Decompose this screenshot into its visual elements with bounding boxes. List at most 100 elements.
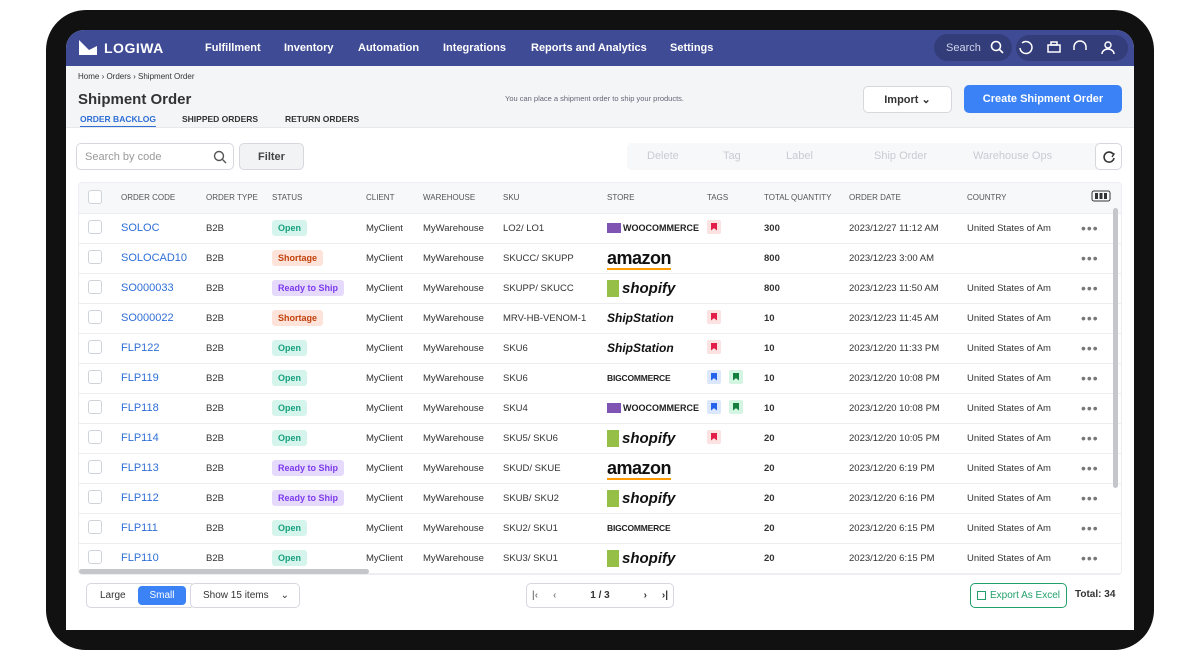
column-settings[interactable] <box>1091 190 1111 202</box>
order-code[interactable]: SOLOCAD10 <box>121 252 188 264</box>
code-search[interactable]: Search by code <box>76 143 234 170</box>
checkbox[interactable] <box>88 249 102 264</box>
checkbox[interactable] <box>88 219 102 234</box>
table-row[interactable]: FLP113 B2B Ready to Ship MyClient MyWarehous… <box>79 453 1121 484</box>
filter-button[interactable]: Filter <box>239 143 304 170</box>
checkbox[interactable] <box>88 459 102 474</box>
order-code[interactable]: FLP111 <box>121 522 158 534</box>
row-menu[interactable]: ••• <box>1081 520 1099 536</box>
row-menu[interactable]: ••• <box>1081 400 1099 416</box>
cell: SKU6 <box>503 363 607 394</box>
crumb[interactable]: Orders <box>106 72 131 81</box>
table-row[interactable]: FLP122 B2B Open MyClient MyWarehouse SKU6 Ship… <box>79 333 1121 364</box>
pager-next[interactable]: › <box>643 590 647 601</box>
row-menu[interactable]: ••• <box>1081 490 1099 506</box>
cell: MyClient <box>366 273 423 304</box>
filter-label: Filter <box>258 150 285 163</box>
cell: amazon <box>607 453 707 484</box>
checkbox[interactable] <box>88 189 102 204</box>
checkbox[interactable] <box>88 309 102 324</box>
row-menu[interactable]: ••• <box>1081 310 1099 326</box>
pager-prev[interactable]: ‹ <box>553 590 557 601</box>
import-button[interactable]: Import ⌄ <box>863 86 952 113</box>
order-code[interactable]: FLP114 <box>121 432 159 444</box>
tab[interactable]: RETURN ORDERS <box>285 114 360 124</box>
page-size-select[interactable]: Show 15 items ⌄ <box>190 583 300 608</box>
row-menu[interactable]: ••• <box>1081 220 1099 236</box>
order-code[interactable]: FLP122 <box>121 342 160 354</box>
pager[interactable]: |‹ ‹ 1 / 3 › ›| <box>526 583 674 608</box>
checkbox[interactable] <box>88 399 102 414</box>
chevron: ⌄ <box>280 590 289 601</box>
table-row[interactable]: SOLOCAD10 B2B Shortage MyClient MyWarehouse S… <box>79 243 1121 274</box>
row-menu[interactable]: ••• <box>1081 460 1099 476</box>
order-code[interactable]: SO000033 <box>121 282 174 294</box>
row-menu[interactable]: ••• <box>1081 550 1099 566</box>
checkbox[interactable] <box>88 429 102 444</box>
cell: BIGCOMMERCE <box>607 363 707 394</box>
row-menu[interactable]: ••• <box>1081 280 1099 296</box>
order-code[interactable]: FLP119 <box>121 372 159 384</box>
crumb[interactable]: Home <box>78 72 100 81</box>
checkbox[interactable] <box>88 369 102 384</box>
pager-last[interactable]: ›| <box>661 590 668 601</box>
order-code[interactable]: SO000022 <box>121 312 174 324</box>
client: MyClient <box>366 342 403 354</box>
cell: MyWarehouse <box>423 393 503 424</box>
order-code[interactable]: FLP112 <box>121 492 159 504</box>
nav-item[interactable]: Fulfillment <box>205 42 261 54</box>
create-button[interactable]: Create Shipment Order <box>964 85 1122 113</box>
table-row[interactable]: SOLOC B2B Open MyClient MyWarehouse LO2/ LO1 W… <box>79 213 1121 244</box>
row-menu[interactable]: ••• <box>1081 370 1099 386</box>
cell: United States of Am <box>967 453 1077 484</box>
nav-item[interactable]: Automation <box>358 42 420 54</box>
order-code[interactable]: FLP110 <box>121 552 159 564</box>
size-small[interactable]: Small <box>138 586 186 605</box>
table-row[interactable]: FLP112 B2B Ready to Ship MyClient MyWarehous… <box>79 483 1121 514</box>
checkbox[interactable] <box>88 489 102 504</box>
cell: MyWarehouse <box>423 543 503 574</box>
table-row[interactable]: FLP119 B2B Open MyClient MyWarehouse SKU6 BIGC… <box>79 363 1121 394</box>
order-code[interactable]: SOLOC <box>121 222 160 234</box>
order-code[interactable]: FLP118 <box>121 402 159 414</box>
cell: 2023/12/20 6:15 PM <box>849 543 967 574</box>
nav-item[interactable]: Reports and Analytics <box>531 42 647 54</box>
page-title: Shipment Order <box>78 91 192 108</box>
size-toggle: Large Small <box>86 583 195 608</box>
size-large[interactable]: Large <box>100 590 126 601</box>
row-menu[interactable]: ••• <box>1081 430 1099 446</box>
cell: Ready to Ship <box>272 453 366 484</box>
order-code[interactable]: FLP113 <box>121 462 159 474</box>
table-row[interactable]: FLP110 B2B Open MyClient MyWarehouse SKU3/ SK… <box>79 543 1121 574</box>
action-button: Tag <box>723 150 741 162</box>
table-row[interactable]: SO000033 B2B Ready to Ship MyClient MyWareho… <box>79 273 1121 304</box>
cell: MyClient <box>366 483 423 514</box>
refresh-button[interactable] <box>1095 143 1122 170</box>
store-logo: amazon <box>607 457 672 480</box>
store-logo: WOOCOMMERCE <box>607 402 699 413</box>
order-type: B2B <box>206 432 224 444</box>
nav-icon-set[interactable] <box>1016 35 1128 61</box>
nav-item[interactable]: Integrations <box>443 42 506 54</box>
row-menu[interactable]: ••• <box>1081 250 1099 266</box>
checkbox[interactable] <box>88 279 102 294</box>
row-menu[interactable]: ••• <box>1081 340 1099 356</box>
pager-first[interactable]: |‹ <box>532 590 539 601</box>
table-row[interactable]: FLP118 B2B Open MyClient MyWarehouse SKU4 WOOC… <box>79 393 1121 424</box>
nav-item[interactable]: Inventory <box>284 42 334 54</box>
v-scrollbar[interactable] <box>1113 208 1118 488</box>
cell <box>707 483 764 514</box>
nav-item[interactable]: Settings <box>670 42 714 54</box>
table-row[interactable]: FLP111 B2B Open MyClient MyWarehouse SKU2/ SK… <box>79 513 1121 544</box>
checkbox[interactable] <box>88 339 102 354</box>
country: United States of Am <box>967 282 1051 294</box>
export-button[interactable]: Export As Excel <box>970 583 1067 608</box>
checkbox[interactable] <box>88 549 102 564</box>
table-row[interactable]: SO000022 B2B Shortage MyClient MyWarehouse MR… <box>79 303 1121 334</box>
h-scrollbar[interactable] <box>79 569 369 574</box>
tab-active[interactable]: ORDER BACKLOG <box>80 114 157 128</box>
checkbox[interactable] <box>88 519 102 534</box>
table-row[interactable]: FLP114 B2B Open MyClient MyWarehouse SKU5/ SK… <box>79 423 1121 454</box>
nav-search[interactable]: Search <box>934 34 1012 61</box>
tab[interactable]: SHIPPED ORDERS <box>182 114 259 124</box>
